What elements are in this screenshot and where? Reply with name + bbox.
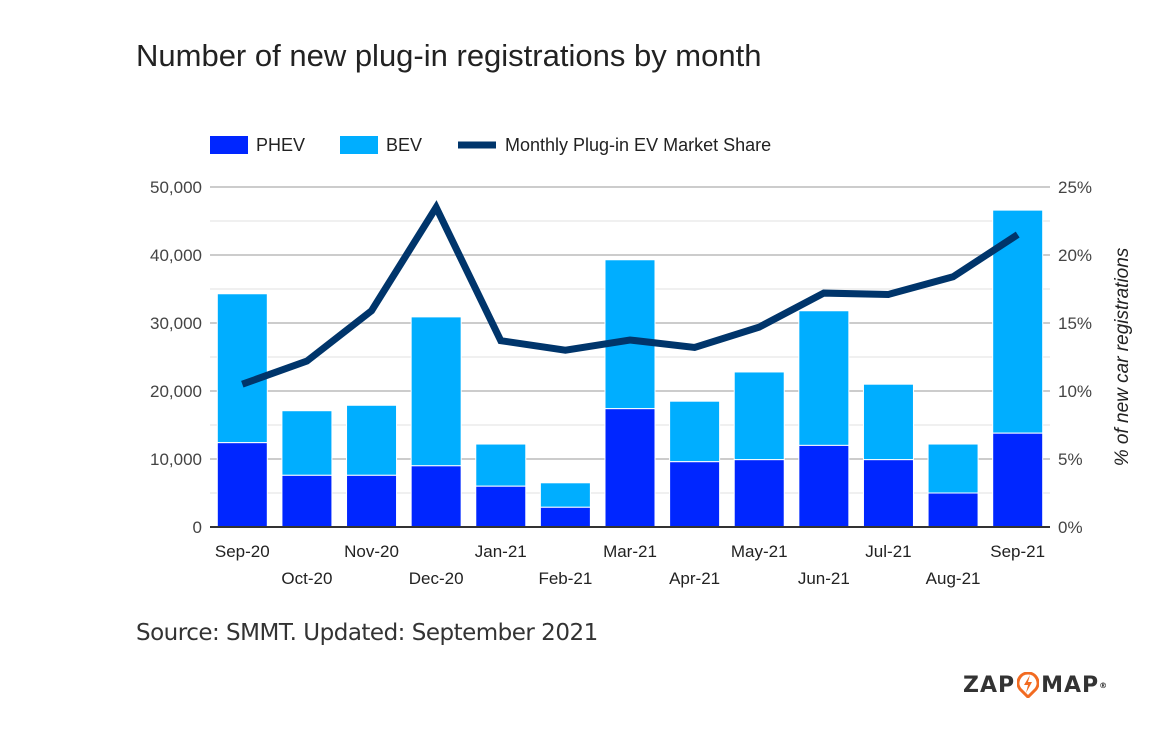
source-note: Source: SMMT. Updated: September 2021 bbox=[136, 620, 598, 646]
bar-bev bbox=[733, 371, 785, 461]
y2-tick-label: 20% bbox=[1058, 246, 1092, 265]
logo-right: MAP bbox=[1041, 672, 1100, 698]
bar-phev bbox=[475, 485, 527, 528]
y2-tick-label: 0% bbox=[1058, 518, 1083, 537]
x-tick-label: Mar-21 bbox=[603, 542, 657, 561]
x-tick-label: Sep-21 bbox=[990, 542, 1045, 561]
y2-tick-label: 25% bbox=[1058, 178, 1092, 197]
x-tick-label: May-21 bbox=[731, 542, 788, 561]
pin-bolt-icon bbox=[1017, 672, 1040, 698]
y2-tick-label: 15% bbox=[1058, 314, 1092, 333]
chart-title: Number of new plug-in registrations by m… bbox=[136, 38, 762, 73]
market-share-line bbox=[241, 200, 1020, 388]
bar-phev bbox=[992, 432, 1044, 528]
zapmap-logo: ZAP MAP ® bbox=[963, 672, 1108, 698]
bar-bev bbox=[475, 443, 527, 487]
legend-swatch-phev bbox=[210, 136, 248, 154]
y2-tick-label: 5% bbox=[1058, 450, 1083, 469]
bar-phev bbox=[281, 474, 333, 528]
bar-phev bbox=[798, 444, 850, 528]
bar-bev bbox=[927, 443, 979, 494]
y-tick-label: 30,000 bbox=[150, 314, 202, 333]
bar-bev bbox=[862, 383, 914, 461]
bar-phev bbox=[604, 408, 656, 528]
legend-label-share: Monthly Plug-in EV Market Share bbox=[505, 135, 771, 155]
y-tick-label: 50,000 bbox=[150, 178, 202, 197]
bar-bev bbox=[346, 404, 398, 476]
y2-axis-label: % of new car registrations bbox=[1112, 247, 1133, 466]
bar-bev bbox=[216, 293, 268, 444]
bar-bev bbox=[410, 316, 462, 467]
bar-phev bbox=[539, 506, 591, 528]
bar-bev bbox=[539, 482, 591, 508]
bar-bev bbox=[281, 410, 333, 476]
x-tick-label: Aug-21 bbox=[926, 569, 981, 588]
x-tick-label: Dec-20 bbox=[409, 569, 464, 588]
bar-phev bbox=[862, 459, 914, 528]
logo-left: ZAP bbox=[963, 672, 1016, 698]
y-tick-label: 0 bbox=[193, 518, 202, 537]
bar-phev bbox=[346, 474, 398, 528]
x-tick-label: Feb-21 bbox=[538, 569, 592, 588]
legend-label-bev: BEV bbox=[386, 135, 422, 155]
x-tick-label: Jun-21 bbox=[798, 569, 850, 588]
bar-bev bbox=[669, 400, 721, 463]
x-tick-label: Apr-21 bbox=[669, 569, 720, 588]
bar-phev bbox=[669, 461, 721, 528]
y-tick-label: 10,000 bbox=[150, 450, 202, 469]
bar-phev bbox=[216, 442, 268, 528]
bar-bev bbox=[604, 259, 656, 410]
bar-phev bbox=[733, 459, 785, 528]
bar-phev bbox=[927, 492, 979, 528]
y-tick-label: 20,000 bbox=[150, 382, 202, 401]
y-tick-label: 40,000 bbox=[150, 246, 202, 265]
x-tick-label: Nov-20 bbox=[344, 542, 399, 561]
x-tick-label: Jul-21 bbox=[865, 542, 911, 561]
bar-phev bbox=[410, 465, 462, 528]
legend-label-phev: PHEV bbox=[256, 135, 305, 155]
logo-registered: ® bbox=[1099, 680, 1109, 690]
legend-swatch-bev bbox=[340, 136, 378, 154]
x-tick-label: Jan-21 bbox=[475, 542, 527, 561]
y2-tick-label: 10% bbox=[1058, 382, 1092, 401]
x-tick-label: Oct-20 bbox=[281, 569, 332, 588]
bar-bev bbox=[798, 310, 850, 446]
x-tick-label: Sep-20 bbox=[215, 542, 270, 561]
